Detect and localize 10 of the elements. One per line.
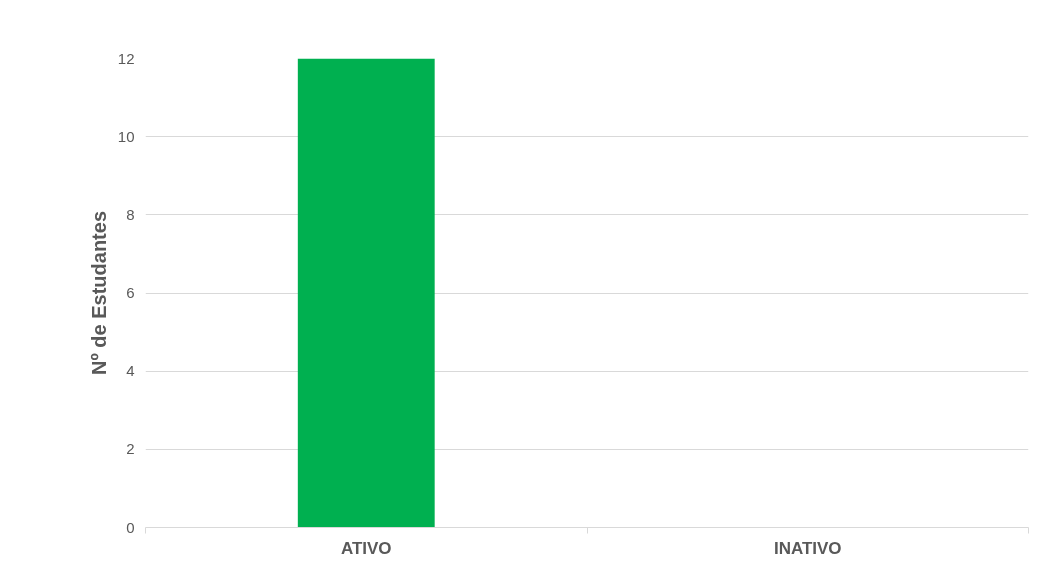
- y-tick-label: 12: [117, 49, 135, 67]
- y-tick-label: 8: [126, 205, 135, 223]
- y-tick-label: 10: [117, 127, 135, 145]
- x-tick-label: ATIVO: [340, 538, 392, 558]
- y-tick-label: 0: [126, 518, 135, 536]
- y-tick-label: 2: [126, 440, 135, 458]
- y-tick-label: 4: [126, 362, 135, 380]
- y-tick-label: 6: [126, 284, 135, 301]
- y-axis-title: Nº de Estudantes: [87, 210, 110, 375]
- x-tick-label: INATIVO: [773, 538, 842, 558]
